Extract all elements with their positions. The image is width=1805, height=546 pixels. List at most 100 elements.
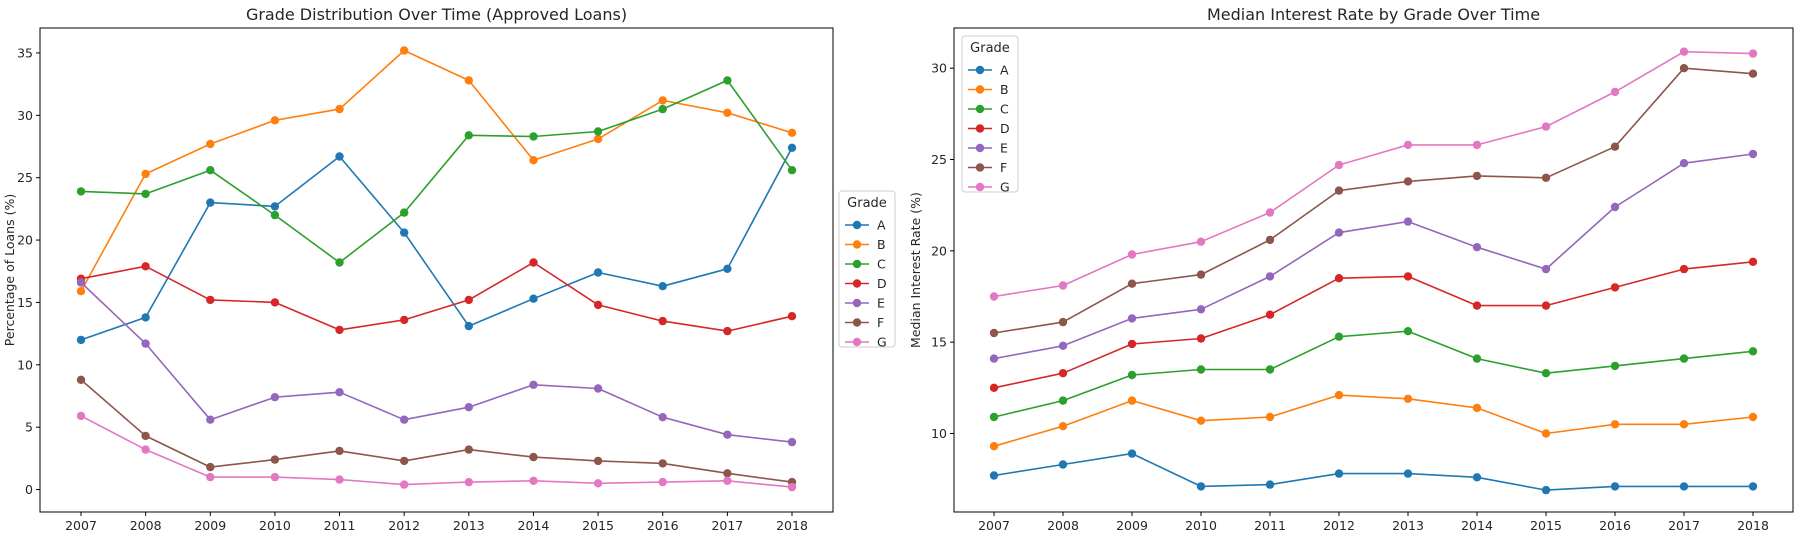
data-point-e [658, 413, 667, 422]
y-tick-label: 20 [17, 233, 33, 248]
data-point-e [464, 403, 473, 412]
x-tick-label: 2012 [1323, 518, 1355, 533]
data-point-c [593, 127, 603, 136]
data-point-e [723, 430, 732, 439]
data-point-f [141, 431, 150, 441]
data-point-d [1472, 301, 1482, 310]
data-point-b [1610, 420, 1620, 429]
data-point-a [335, 152, 344, 161]
x-tick-label: 2011 [1254, 518, 1286, 533]
data-point-a [723, 264, 732, 273]
data-point-d [658, 316, 667, 326]
legend-label-b: B [1000, 82, 1009, 97]
data-point-c [206, 166, 215, 175]
data-point-e [1334, 228, 1344, 237]
data-point-b [1265, 412, 1275, 422]
series-line-f [993, 67, 1754, 334]
data-point-f [206, 462, 215, 472]
data-point-e [1058, 341, 1068, 350]
data-point-c [1610, 361, 1620, 371]
data-point-b [1127, 396, 1137, 405]
data-point-g [593, 479, 603, 488]
data-point-d [141, 262, 150, 271]
data-point-f [1403, 177, 1413, 186]
chart-median-interest-rate: Median Interest Rate by Grade Over Time M… [908, 5, 1794, 533]
data-point-a [464, 321, 473, 331]
data-point-e [529, 380, 538, 389]
x-tick-label: 2008 [1047, 518, 1079, 533]
legend-label-e: E [1000, 141, 1008, 156]
data-point-b [989, 442, 999, 451]
data-point-c [1196, 365, 1206, 374]
data-point-f [1196, 270, 1206, 279]
legend-box [838, 190, 896, 348]
y-tick-label: 0 [25, 482, 33, 497]
data-point-b [658, 96, 667, 105]
data-point-a [76, 335, 86, 345]
data-point-e [787, 437, 797, 447]
data-point-e [400, 415, 409, 424]
legend-marker-c [852, 259, 862, 269]
chart-title: Grade Distribution Over Time (Approved L… [246, 5, 627, 24]
data-point-g [1748, 49, 1758, 58]
data-point-g [989, 292, 999, 301]
y-tick-label: 35 [17, 45, 33, 60]
data-point-b [787, 128, 797, 137]
data-point-a [1403, 469, 1413, 478]
legend-marker-g [975, 182, 985, 192]
data-point-f [723, 469, 732, 478]
series-line-c [80, 79, 793, 264]
data-point-g [1334, 160, 1344, 170]
data-point-c [141, 189, 150, 199]
legend-label-d: D [877, 276, 887, 291]
data-point-d [529, 258, 538, 267]
data-point-f [1127, 279, 1137, 288]
data-point-b [335, 104, 344, 114]
legend-label-d: D [1000, 121, 1010, 136]
data-point-b [1472, 403, 1482, 413]
data-point-d [1679, 264, 1689, 274]
legend-marker-c [975, 104, 985, 114]
data-point-g [270, 472, 280, 482]
data-point-c [1058, 396, 1068, 405]
data-point-c [464, 131, 473, 140]
x-tick-label: 2015 [582, 518, 614, 533]
data-point-a [658, 282, 667, 291]
series-line-g [80, 415, 793, 488]
data-point-b [1541, 429, 1551, 438]
chart-grade-distribution: Grade Distribution Over Time (Approved L… [2, 5, 896, 533]
data-point-g [206, 472, 215, 482]
data-point-b [206, 139, 215, 149]
data-point-g [335, 475, 344, 484]
data-point-a [529, 294, 538, 303]
data-point-f [270, 455, 280, 464]
data-point-a [270, 202, 280, 211]
data-point-g [529, 476, 538, 485]
data-point-d [1058, 369, 1068, 378]
data-point-a [787, 143, 797, 152]
data-point-b [1748, 412, 1758, 422]
data-point-a [593, 268, 603, 277]
legend-label-c: C [877, 257, 886, 272]
data-point-e [206, 415, 215, 424]
data-point-b [529, 156, 538, 165]
x-tick-label: 2013 [453, 518, 485, 533]
data-point-g [76, 411, 86, 421]
data-point-f [464, 445, 473, 454]
legend-marker-b [852, 240, 862, 249]
x-tick-label: 2015 [1530, 518, 1562, 533]
data-point-a [400, 228, 409, 237]
x-tick-label: 2007 [978, 518, 1010, 533]
data-point-g [1472, 140, 1482, 150]
data-point-b [1679, 420, 1689, 429]
data-point-e [1748, 149, 1758, 159]
data-point-d [206, 295, 215, 305]
data-point-e [76, 278, 86, 287]
y-tick-label: 15 [931, 335, 947, 350]
data-point-c [989, 412, 999, 422]
x-tick-label: 2017 [711, 518, 743, 533]
plot-frame [953, 27, 1794, 513]
y-tick-label: 20 [931, 243, 947, 258]
data-point-e [270, 393, 280, 402]
